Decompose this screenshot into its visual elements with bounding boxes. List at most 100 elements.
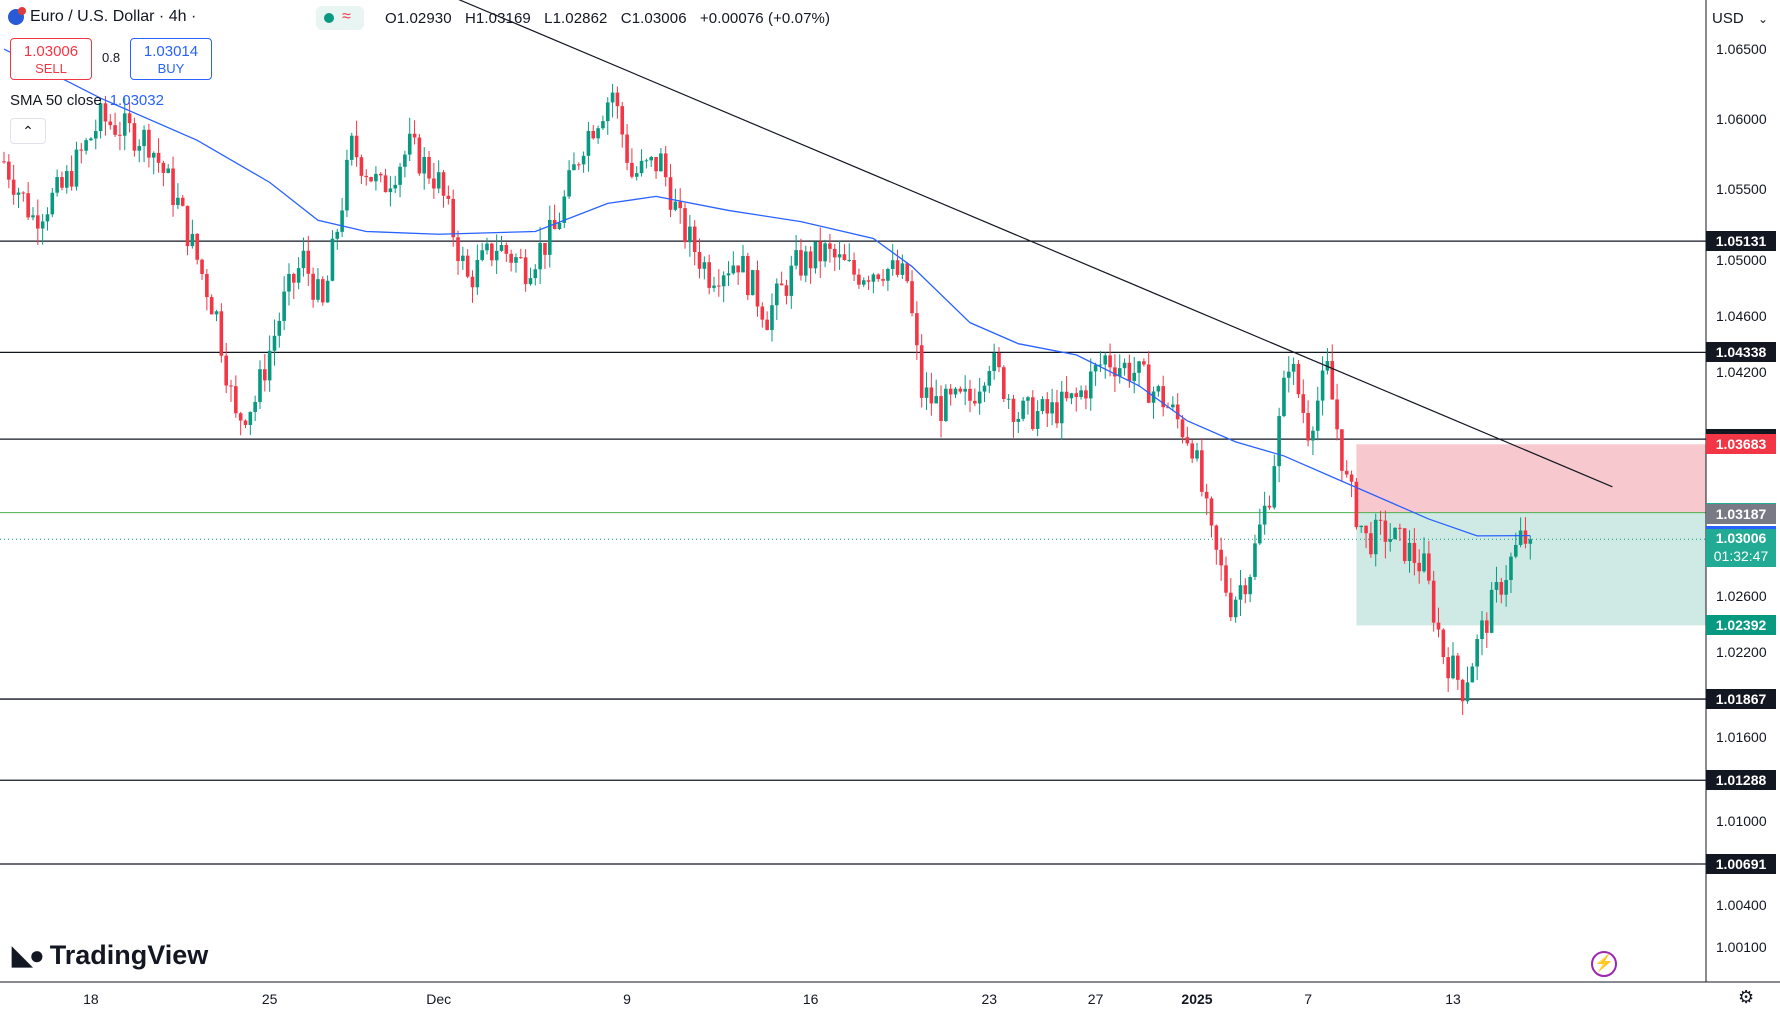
candle-body <box>485 243 489 251</box>
buy-label: BUY <box>157 61 185 76</box>
candle-body <box>330 238 335 281</box>
market-status-pill[interactable]: ≈ <box>316 6 364 30</box>
candle-body <box>1378 519 1383 521</box>
settings-gear-icon[interactable]: ⚙ <box>1738 987 1755 1007</box>
candle-body <box>987 371 992 386</box>
candle-body <box>528 278 533 285</box>
candle-body <box>292 273 296 283</box>
candle-body <box>538 243 542 270</box>
candle-body <box>1229 592 1233 618</box>
candle-body <box>171 168 175 206</box>
candle-body <box>1204 491 1209 499</box>
candle-body <box>127 113 132 124</box>
candle-body <box>886 268 890 281</box>
candle-body <box>895 260 900 275</box>
sma-name: SMA 50 close <box>10 92 102 109</box>
candle-body <box>683 208 687 243</box>
ohlc-change: +0.00076 (+0.07%) <box>699 10 831 27</box>
tradingview-logo[interactable]: ◣● TradingView <box>12 940 208 971</box>
candle-body <box>842 254 847 260</box>
lightning-icon[interactable]: ⚡ <box>1591 951 1617 977</box>
candle-body <box>900 263 905 275</box>
candle-body <box>760 306 765 320</box>
candle-body <box>1209 498 1214 526</box>
candle-body <box>939 396 943 422</box>
candle-body <box>832 248 837 258</box>
candle-body <box>243 420 248 425</box>
sma-legend[interactable]: SMA 50 close 1.03032 <box>10 92 164 109</box>
candle-body <box>354 135 359 158</box>
candle-body <box>630 162 634 177</box>
candle-body <box>953 388 958 395</box>
symbol-title[interactable]: Euro / U.S. Dollar · 4h · <box>30 8 197 25</box>
candle-body <box>1499 582 1504 595</box>
candle-body <box>1069 393 1074 399</box>
stop-loss-zone <box>1356 444 1706 513</box>
candle-body <box>1243 585 1248 595</box>
candle-body <box>1369 533 1373 555</box>
candle-body <box>151 152 156 158</box>
candle-body <box>721 275 726 287</box>
candle-body <box>1253 543 1257 577</box>
candle-body <box>1064 391 1069 399</box>
candle-body <box>1190 443 1194 459</box>
symbol-header[interactable]: Euro / U.S. Dollar · 4h · <box>8 7 197 26</box>
ohlc-high: H1.03169 <box>464 10 531 27</box>
candle-body <box>325 280 330 303</box>
candle-body <box>948 388 953 395</box>
sell-price: 1.03006 <box>23 43 79 60</box>
price-tag: 1.03683 <box>1706 434 1776 455</box>
collapse-legend-button[interactable]: ⌃ <box>10 118 46 144</box>
candle-body <box>765 319 769 330</box>
candle-body <box>1480 620 1484 640</box>
candle-body <box>1441 629 1446 658</box>
candle-body <box>755 270 760 307</box>
candle-body <box>122 113 127 136</box>
candle-body <box>93 131 98 139</box>
candle-body <box>576 164 581 166</box>
candle-body <box>340 210 344 232</box>
candle-body <box>1185 437 1190 444</box>
currency-selector[interactable]: USD ⌄ <box>1712 5 1772 33</box>
candle-body <box>567 170 571 197</box>
candle-body <box>731 265 736 274</box>
candle-body <box>977 391 982 404</box>
candle-body <box>1354 481 1359 528</box>
time-tick-label: 16 <box>802 991 819 1007</box>
candle-body <box>432 178 436 189</box>
candle-body <box>349 135 354 160</box>
candle-body <box>79 149 84 151</box>
candle-body <box>1103 355 1108 365</box>
candle-body <box>1296 363 1301 395</box>
price-tag: 1.04338 <box>1706 342 1776 363</box>
price-tag: 1.03187 <box>1706 503 1776 524</box>
candle-body <box>799 250 803 276</box>
candle-body <box>1117 368 1122 377</box>
candle-body <box>1200 450 1204 492</box>
overlays <box>3 0 1613 537</box>
price-tick-label: 1.00100 <box>1716 938 1767 955</box>
candle-body <box>1465 682 1470 702</box>
buy-button[interactable]: 1.03014 BUY <box>130 38 212 80</box>
candle-body <box>659 153 663 172</box>
candle-body <box>1456 655 1460 680</box>
candle-body <box>11 179 16 195</box>
candle-body <box>1315 400 1320 431</box>
candle-body <box>712 285 716 288</box>
candle-body <box>1494 582 1499 590</box>
sell-button[interactable]: 1.03006 SELL <box>10 38 92 80</box>
candle-body <box>1344 470 1349 475</box>
candle-body <box>60 177 64 188</box>
price-tag: 1.02392 <box>1706 615 1776 636</box>
logo-text: TradingView <box>49 940 209 970</box>
candle-body <box>707 262 711 288</box>
sell-label: SELL <box>35 61 67 76</box>
candle-body <box>1002 367 1006 399</box>
candle-body <box>1219 549 1223 566</box>
candle-body <box>21 192 26 194</box>
candle-body <box>1151 391 1156 403</box>
candle-body <box>615 92 620 107</box>
candle-body <box>1412 542 1417 563</box>
candle-body <box>1040 399 1045 412</box>
